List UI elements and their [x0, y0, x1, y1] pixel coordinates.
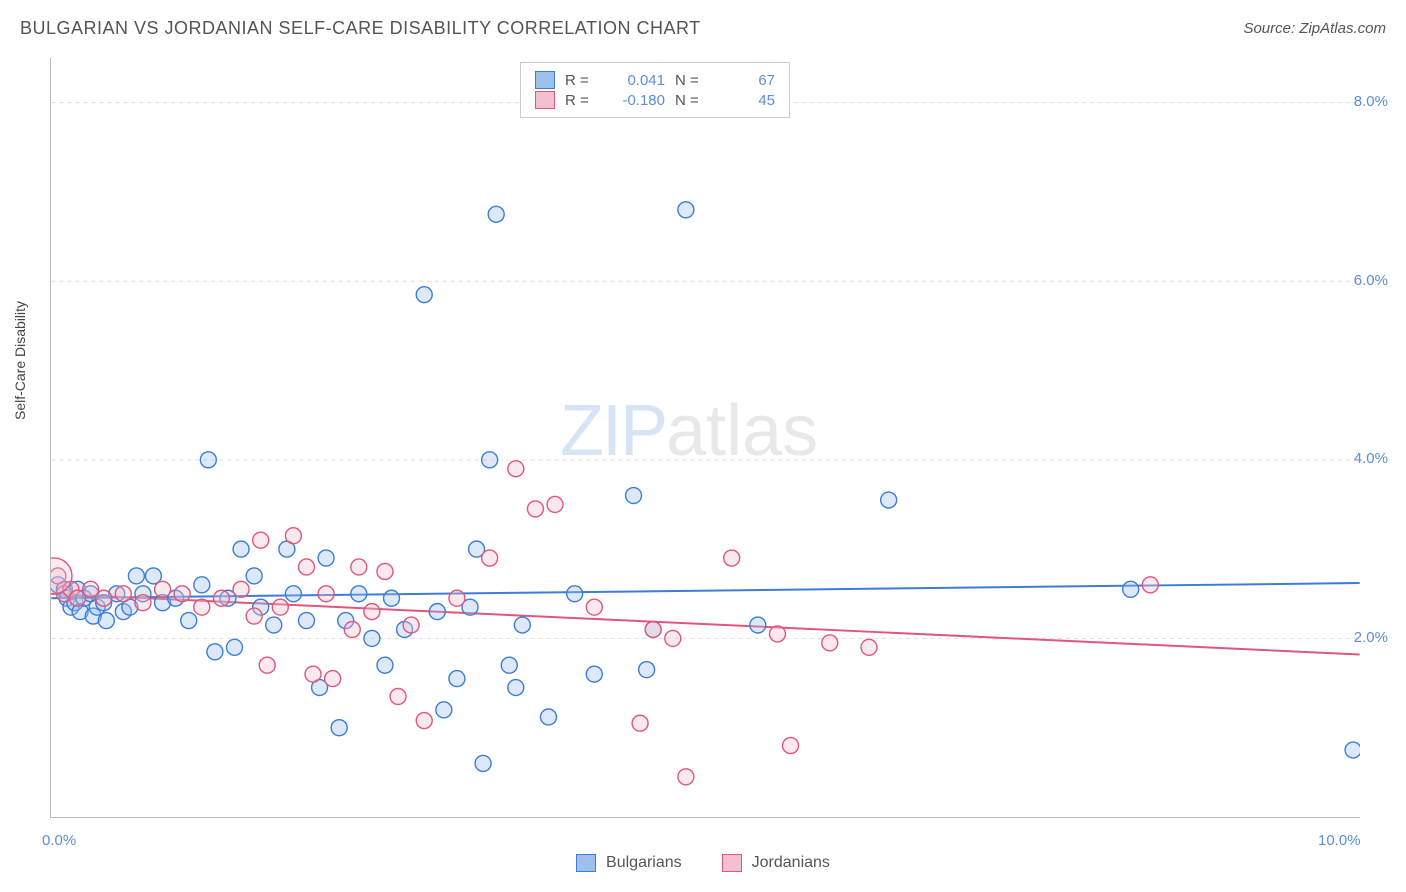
y-tick-label: 4.0%: [1354, 450, 1388, 467]
r-label: R =: [565, 72, 595, 89]
legend-item-1: Bulgarians: [576, 854, 682, 872]
legend-label-1: Bulgarians: [606, 854, 682, 872]
swatch-jordanians: [722, 854, 742, 872]
n-label: N =: [675, 92, 705, 109]
x-tick-label: 10.0%: [1318, 832, 1361, 849]
legend-stats-box: R = 0.041 N = 67 R = -0.180 N = 45: [520, 62, 790, 118]
n-label: N =: [675, 72, 705, 89]
y-tick-label: 2.0%: [1354, 629, 1388, 646]
x-tick-label: 0.0%: [42, 832, 76, 849]
y-tick-label: 6.0%: [1354, 272, 1388, 289]
r-value-1: 0.041: [605, 72, 665, 89]
swatch-series-1: [535, 71, 555, 89]
legend-categories: Bulgarians Jordanians: [0, 854, 1406, 872]
y-axis-label: Self-Care Disability: [12, 301, 28, 420]
chart-plot-area: [50, 58, 1360, 818]
n-value-1: 67: [715, 72, 775, 89]
legend-label-2: Jordanians: [752, 854, 830, 872]
n-value-2: 45: [715, 92, 775, 109]
legend-row-2: R = -0.180 N = 45: [535, 91, 775, 109]
source-label: Source: ZipAtlas.com: [1243, 20, 1386, 37]
r-label: R =: [565, 92, 595, 109]
scatter-svg: [51, 58, 1360, 817]
r-value-2: -0.180: [605, 92, 665, 109]
legend-row-1: R = 0.041 N = 67: [535, 71, 775, 89]
y-tick-label: 8.0%: [1354, 93, 1388, 110]
legend-item-2: Jordanians: [722, 854, 830, 872]
chart-header: BULGARIAN VS JORDANIAN SELF-CARE DISABIL…: [20, 18, 1386, 39]
swatch-bulgarians: [576, 854, 596, 872]
chart-title: BULGARIAN VS JORDANIAN SELF-CARE DISABIL…: [20, 18, 701, 39]
swatch-series-2: [535, 91, 555, 109]
